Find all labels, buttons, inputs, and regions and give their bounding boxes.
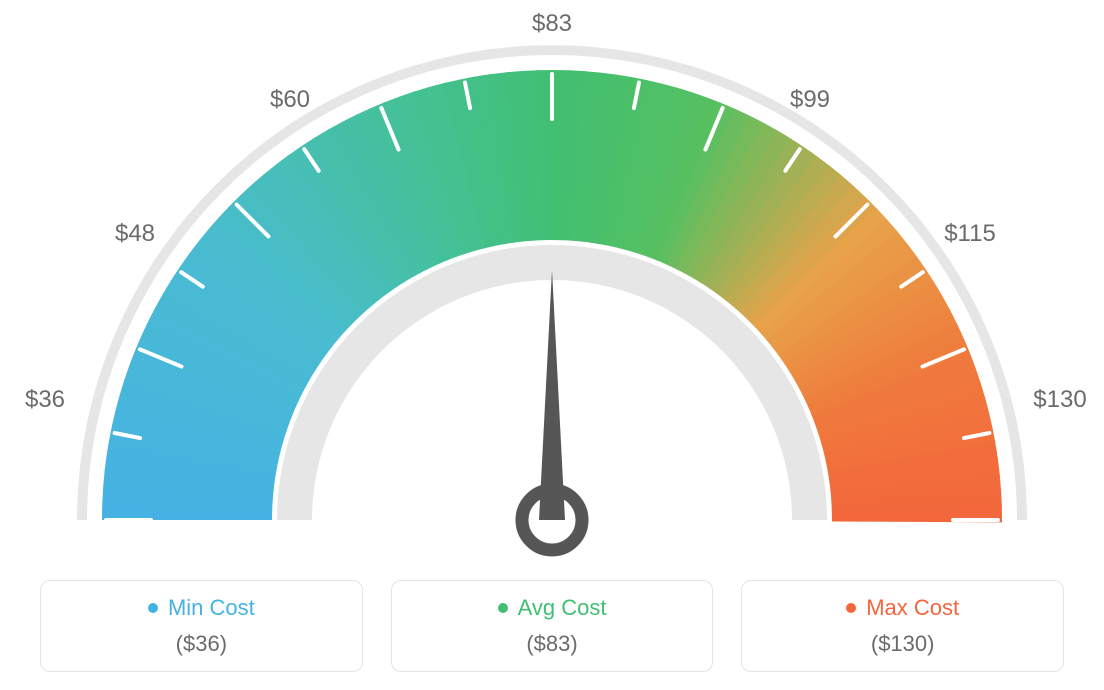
legend-min-label: Min Cost [168, 595, 255, 621]
gauge-tick-label: $130 [1033, 386, 1086, 414]
legend-max: Max Cost ($130) [741, 580, 1064, 672]
gauge-svg [0, 0, 1104, 560]
legend-max-title: Max Cost [846, 595, 959, 621]
legend-min: Min Cost ($36) [40, 580, 363, 672]
gauge-tick-label: $115 [944, 220, 996, 248]
legend-max-value: ($130) [750, 631, 1055, 657]
gauge-tick-label: $36 [25, 386, 65, 414]
gauge-tick-label: $99 [790, 86, 830, 114]
legend-min-title: Min Cost [148, 595, 255, 621]
gauge-tick-label: $60 [270, 86, 310, 114]
legend-row: Min Cost ($36) Avg Cost ($83) Max Cost (… [40, 580, 1064, 672]
dot-icon [148, 603, 158, 613]
gauge-tick-label: $48 [115, 220, 155, 248]
gauge-chart: $36 $48 $60 $83 $99 $115 $130 [0, 0, 1104, 560]
legend-avg-value: ($83) [400, 631, 705, 657]
legend-avg: Avg Cost ($83) [391, 580, 714, 672]
dot-icon [498, 603, 508, 613]
legend-min-value: ($36) [49, 631, 354, 657]
dot-icon [846, 603, 856, 613]
gauge-tick-label: $83 [532, 10, 572, 38]
legend-avg-title: Avg Cost [498, 595, 607, 621]
legend-max-label: Max Cost [866, 595, 959, 621]
legend-avg-label: Avg Cost [518, 595, 607, 621]
